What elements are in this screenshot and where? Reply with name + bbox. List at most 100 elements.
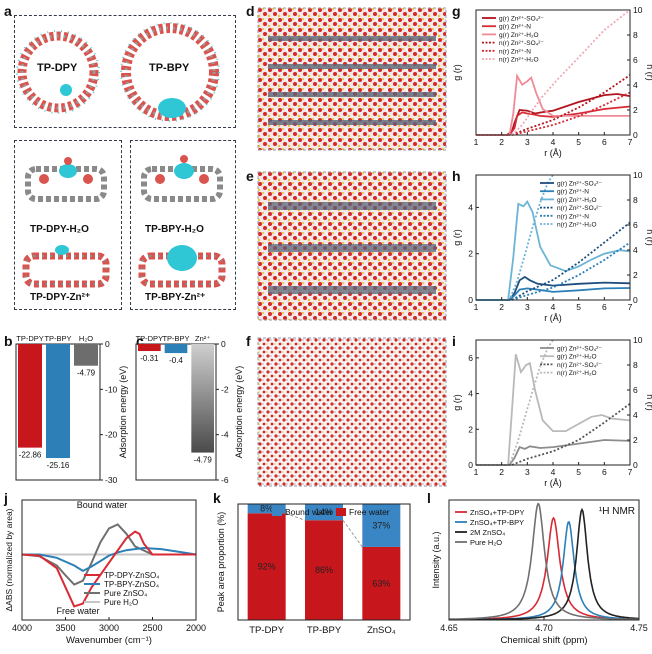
c-bar-0 (138, 344, 161, 352)
b-bar-value-0: -22.86 (19, 451, 42, 460)
panel-letter-g: g (452, 3, 461, 19)
b-bar-0 (18, 344, 42, 448)
i-ylabel-right: n (r) (645, 394, 652, 411)
g-xtick-label-5: 6 (602, 137, 607, 147)
k-bar-free-0 (247, 513, 286, 620)
c-ytick-label-0: 0 (221, 339, 226, 349)
g-xlabel: r (Å) (544, 148, 562, 158)
c-bar-value-0: -0.31 (140, 354, 159, 363)
label-tp-dpy-h2o: TP-DPY-H₂O (30, 224, 89, 235)
label-tp-bpy-zn: TP-BPY-Zn²⁺ (145, 292, 206, 303)
h-ylabel: g (r) (452, 229, 462, 246)
i-xtick-label-4: 5 (576, 467, 581, 477)
g-legend-label-3: n(r) Zn²⁺-SO₄²⁻ (499, 40, 544, 47)
g-series-5 (476, 9, 631, 136)
k-legend-label-free: Free water (349, 507, 390, 517)
k-category-0: TP-DPY (249, 625, 285, 636)
i-xlabel: r (Å) (544, 478, 562, 488)
h-y2tick-label-2: 4 (633, 245, 638, 255)
panel-letter-c: c (136, 333, 144, 349)
i-series-1 (476, 354, 631, 466)
i-y2tick-label-5: 10 (633, 335, 643, 345)
i-xtick-label-1: 2 (499, 467, 504, 477)
h-series-5 (476, 174, 554, 301)
label-tp-dpy-zn: TP-DPY-Zn²⁺ (30, 292, 91, 303)
panel-letter-a: a (4, 3, 12, 19)
h-series-3 (476, 221, 631, 301)
h-series-1 (476, 287, 631, 301)
tp-bpy-h2o-image (141, 155, 223, 202)
h-plot-frame (475, 174, 631, 301)
panel-letter-i: i (452, 333, 456, 349)
md-snapshot-e (257, 171, 447, 321)
j-legend-label-1: TP-BPY-ZnSO₄ (104, 580, 159, 589)
i-xtick-label-6: 7 (628, 467, 633, 477)
h-xtick-label-6: 7 (628, 302, 633, 312)
i-ytick-label-3: 6 (468, 353, 473, 363)
i-y2tick-label-2: 4 (633, 410, 638, 420)
c-category-2: Zn²⁺ (195, 334, 210, 343)
i-legend-label-0: g(r) Zn²⁺-SO₄²⁻ (557, 346, 602, 353)
i-legend-label-1: g(r) Zn²⁺-H₂O (557, 354, 597, 361)
h-series-4 (476, 241, 631, 301)
h-ytick-label-1: 2 (468, 249, 473, 259)
chart-k: 92% 8% TP-DPY 86% 14% TP-BPY 63% 37% ZnSO₄ Peak a… (216, 503, 411, 636)
k-bar-bound-1 (305, 504, 343, 521)
g-legend-label-5: n(r) Zn²⁺-H₂O (499, 57, 539, 64)
chart-l: 4.65 4.70 4.75 Chemical shift (ppm) Intensit… (431, 499, 648, 646)
panel-letter-b: b (4, 333, 13, 349)
h-ylabel-right: n (r) (645, 229, 652, 246)
b-category-1: TP-BPY (44, 334, 71, 343)
i-legend-label-3: n(r) Zn²⁺-H₂O (557, 370, 597, 377)
l-ylabel: Intensity (a.u.) (431, 531, 441, 588)
i-xtick-label-0: 1 (474, 467, 479, 477)
c-category-0: TP-DPY (136, 334, 164, 343)
g-legend-label-0: g(r) Zn²⁺-SO₄²⁻ (499, 16, 544, 23)
i-series-0 (476, 439, 631, 466)
g-legend-label-2: g(r) Zn²⁺-H₂O (499, 32, 539, 39)
j-xlabel: Wavenumber (cm⁻¹) (66, 635, 152, 646)
i-y2tick-label-4: 8 (633, 360, 638, 370)
i-y2tick-label-3: 6 (633, 385, 638, 395)
molecule-illustrations (16, 22, 226, 288)
b-bar-1 (46, 344, 70, 459)
c-bar-1 (164, 344, 188, 354)
h-legend-label-4: n(r) Zn²⁺-N (557, 213, 589, 220)
g-xtick-label-6: 7 (628, 137, 633, 147)
b-category-0: TP-DPY (16, 334, 44, 343)
b-ylabel: Adsorption energy (eV) (118, 366, 128, 459)
j-annotation-bound-water: Bound water (77, 500, 128, 510)
k-legend-label-bound: Bound water (285, 507, 333, 517)
k-legend-swatch-bound (272, 508, 282, 516)
k-label-bound-1: 14% (315, 507, 333, 517)
k-legend-swatch-free (336, 508, 346, 516)
i-y2tick-label-1: 2 (633, 435, 638, 445)
j-xtick-label-1: 3500 (55, 623, 75, 633)
panel-a-dpy-box (14, 140, 122, 310)
i-series-2 (476, 403, 631, 466)
g-ylabel: g (r) (452, 64, 462, 81)
h-xtick-label-1: 2 (499, 302, 504, 312)
g-series-1 (476, 105, 631, 136)
b-category-2: H₂O (79, 334, 93, 343)
chart-c: -0.31 TP-DPY -0.4 TP-BPY -4.79 Zn²⁺ 0 -2 -4 -6 Ads… (135, 334, 244, 485)
i-y2tick-label-0: 0 (633, 460, 638, 470)
g-xtick-label-1: 2 (499, 137, 504, 147)
k-bar-free-2 (362, 546, 401, 620)
j-xtick-label-2: 3000 (99, 623, 119, 633)
h-xlabel: r (Å) (544, 313, 562, 323)
chart-b: -22.86 TP-DPY -25.16 TP-BPY -4.79 H₂O 0 -10 -20 -… (15, 334, 128, 485)
l-series-3 (448, 502, 639, 621)
h-xtick-label-0: 1 (474, 302, 479, 312)
k-label-free-1: 86% (315, 565, 333, 575)
i-ylabel: g (r) (452, 394, 462, 411)
h-y2tick-label-0: 0 (633, 295, 638, 305)
l-xlabel: Chemical shift (ppm) (500, 635, 587, 646)
g-series-4 (476, 91, 631, 136)
l-legend-label-1: ZnSO₄+TP-BPY (470, 518, 524, 527)
k-label-free-2: 63% (372, 578, 390, 588)
j-legend-label-0: TP-DPY-ZnSO₄ (104, 571, 159, 580)
panel-letter-j: j (4, 490, 8, 506)
